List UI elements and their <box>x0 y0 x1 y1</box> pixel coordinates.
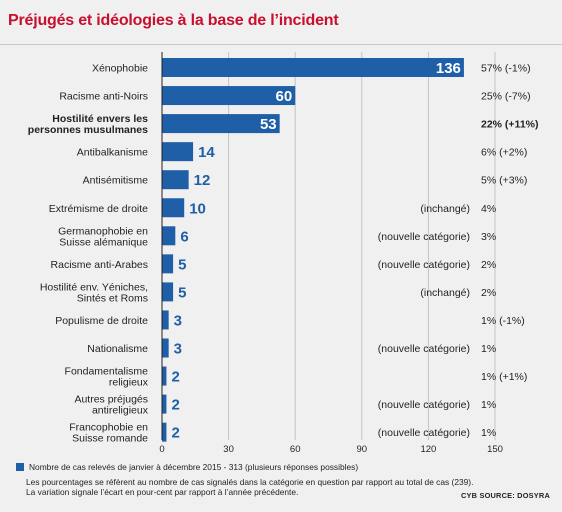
bar-value-label: 5 <box>178 256 186 273</box>
bar <box>162 58 464 77</box>
x-tick-label: 30 <box>223 444 234 455</box>
percentage-label: 1% <box>481 343 496 355</box>
category-label: Racisme anti-Arabes <box>51 259 148 271</box>
x-tick-label: 60 <box>290 444 301 455</box>
bar <box>162 86 296 106</box>
status-label: (nouvelle catégorie) <box>378 231 470 243</box>
bar-value-label: 2 <box>171 397 179 414</box>
bar-value-label: 3 <box>174 312 182 329</box>
status-label: (inchangé) <box>420 287 470 299</box>
percentage-label: 5% (+3%) <box>481 175 527 187</box>
percentage-label: 25% (-7%) <box>481 91 531 103</box>
bar <box>162 226 176 246</box>
category-label: Populisme de droite <box>55 315 148 327</box>
bar-value-label: 136 <box>436 60 461 77</box>
bar-value-label: 2 <box>171 425 179 442</box>
category-label: Hostilité env. Yéniches, <box>40 281 148 293</box>
bar-value-label: 3 <box>174 341 182 358</box>
legend-swatch <box>16 463 24 471</box>
bar <box>162 282 174 302</box>
bar <box>162 310 169 330</box>
x-tick-label: 150 <box>487 444 503 455</box>
bar <box>162 114 280 134</box>
bar-value-label: 12 <box>194 172 211 189</box>
category-label: antireligieux <box>92 405 149 417</box>
source-credit: CYB SOURCE: DOSYRA <box>460 491 550 500</box>
category-label: Suisse romande <box>72 433 148 445</box>
bar-value-label: 10 <box>189 200 206 217</box>
bar-value-label: 6 <box>180 228 188 245</box>
title-divider <box>0 44 562 45</box>
status-label: (nouvelle catégorie) <box>378 399 470 411</box>
bar-value-label: 53 <box>260 116 277 133</box>
x-tick-label: 120 <box>420 444 436 455</box>
legend: Nombre de cas relevés de janvier à décem… <box>16 462 358 472</box>
category-label: Hostilité envers les <box>52 113 148 125</box>
category-label: Xénophobie <box>92 63 148 75</box>
percentage-label: 1% (+1%) <box>481 371 527 383</box>
bar-chart: 0 30 60 90 120 150 Xénophobie 136 57% (-1%) Racis… <box>28 52 539 455</box>
x-tick-label: 0 <box>159 444 164 455</box>
bar <box>162 254 174 274</box>
bar <box>162 142 194 162</box>
bar-value-label: 60 <box>276 88 293 105</box>
category-label: Nationalisme <box>87 343 148 355</box>
bar <box>162 170 189 190</box>
percentage-label: 1% (-1%) <box>481 315 525 327</box>
bar <box>162 338 169 358</box>
category-label: religieux <box>109 377 149 389</box>
status-label: (inchangé) <box>420 203 470 215</box>
bar <box>162 366 167 386</box>
category-label: Autres préjugés <box>74 394 148 406</box>
category-label: Antisémitisme <box>83 175 149 187</box>
status-label: (nouvelle catégorie) <box>378 259 470 271</box>
category-label: Extrémisme de droite <box>49 203 148 215</box>
bar-value-label: 2 <box>171 369 179 386</box>
percentage-label: 1% <box>481 427 496 439</box>
percentage-label: 22% (+11%) <box>481 119 539 131</box>
percentage-label: 2% <box>481 287 496 299</box>
category-label: Francophobie en <box>69 422 148 434</box>
percentage-label: 6% (+2%) <box>481 147 527 159</box>
percentage-label: 3% <box>481 231 496 243</box>
note-percentages: Les pourcentages se réfèrent au nombre d… <box>26 477 474 487</box>
bar <box>162 198 185 218</box>
category-label: Antibalkanisme <box>77 147 148 159</box>
note-variation: La variation signale l’écart en pour-cen… <box>26 487 299 497</box>
bar-value-label: 14 <box>198 144 215 161</box>
bar <box>162 394 167 414</box>
percentage-label: 57% (-1%) <box>481 63 531 75</box>
status-label: (nouvelle catégorie) <box>378 427 470 439</box>
category-label: Fondamentalisme <box>65 366 149 378</box>
percentage-label: 2% <box>481 259 496 271</box>
status-label: (nouvelle catégorie) <box>378 343 470 355</box>
category-label: Suisse alémanique <box>59 236 148 248</box>
category-label: personnes musulmanes <box>28 124 148 136</box>
category-label: Sintés et Roms <box>77 292 148 304</box>
category-label: Germanophobie en <box>58 225 148 237</box>
category-label: Racisme anti-Noirs <box>59 91 148 103</box>
x-tick-label: 90 <box>357 444 368 455</box>
percentage-label: 4% <box>481 203 496 215</box>
bar <box>162 422 167 442</box>
bar-value-label: 5 <box>178 284 186 301</box>
legend-label: Nombre de cas relevés de janvier à décem… <box>29 462 359 472</box>
percentage-label: 1% <box>481 399 496 411</box>
chart-title: Préjugés et idéologies à la base de l’in… <box>8 12 339 29</box>
